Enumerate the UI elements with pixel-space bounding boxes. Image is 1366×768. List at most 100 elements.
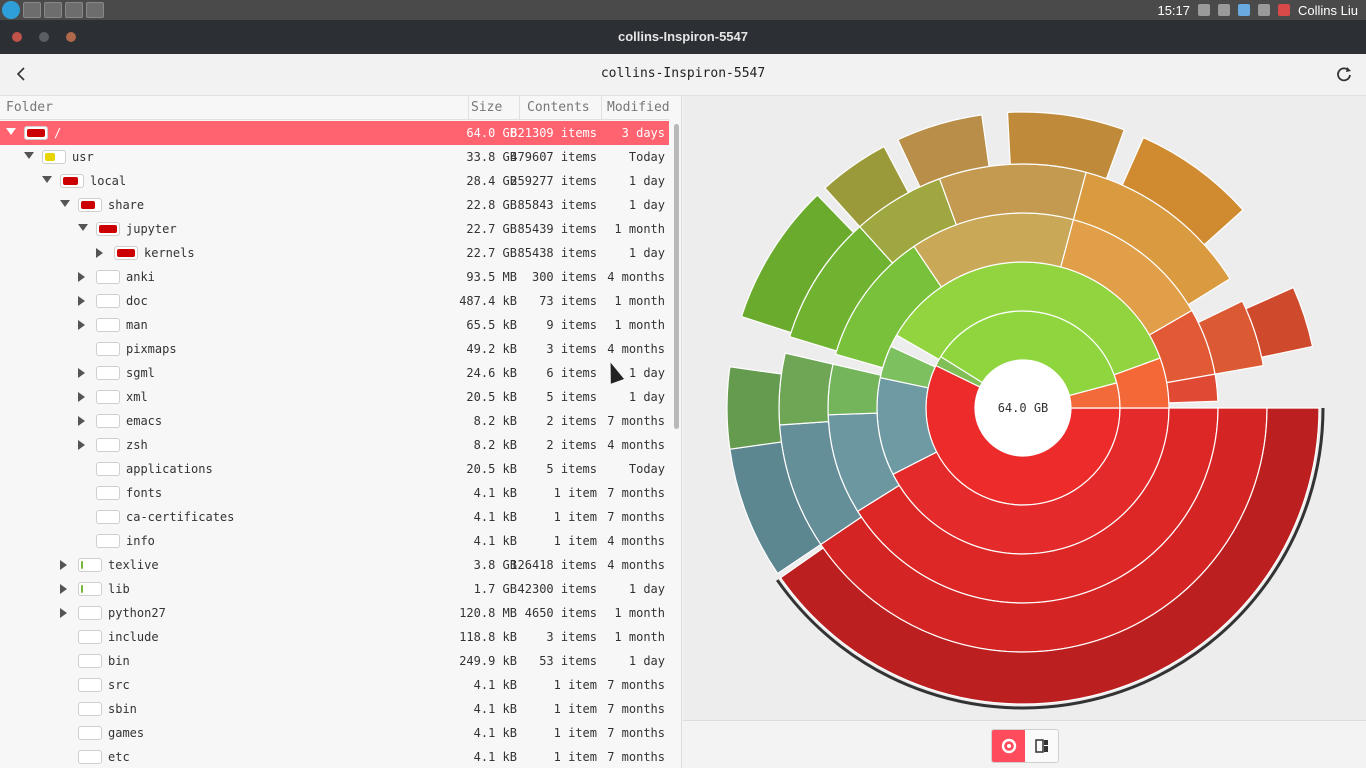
expander-closed-icon[interactable] [60,584,67,594]
expander-open-icon[interactable] [60,200,70,207]
ring-segment[interactable] [1006,111,1126,180]
column-modified[interactable]: Modified [607,100,670,115]
folder-row[interactable]: etc 4.1 kB 1 item 7 months [0,745,669,768]
taskbar-app-icon[interactable] [44,2,62,18]
user-name[interactable]: Collins Liu [1298,2,1358,18]
ring-chart-view-button[interactable] [992,730,1025,762]
ring-segment[interactable] [779,407,1320,705]
keyboard-icon[interactable] [1198,4,1211,16]
maximize-window-button[interactable] [66,32,76,42]
expander-closed-icon[interactable] [78,392,85,402]
size-swatch [60,174,84,188]
folder-modified: 1 day [628,174,665,188]
ring-chart[interactable]: 64.0 GB [683,96,1366,720]
folder-row[interactable]: fonts 4.1 kB 1 item 7 months [0,481,669,505]
back-button[interactable] [12,64,32,84]
refresh-button[interactable] [1334,64,1354,84]
minimize-window-button[interactable] [39,32,49,42]
folder-modified: 7 months [607,726,665,740]
folder-row[interactable]: ca-certificates 4.1 kB 1 item 7 months [0,505,669,529]
folder-row[interactable]: / 64.0 GB 821309 items 3 days [0,121,669,145]
folder-row[interactable]: kernels 22.7 GB 85438 items 1 day [0,241,669,265]
folder-row[interactable]: zsh 8.2 kB 2 items 4 months [0,433,669,457]
folder-row[interactable]: usr 33.8 GB 479607 items Today [0,145,669,169]
ring-segment[interactable] [1245,286,1314,358]
app-tray-icon[interactable] [1238,4,1251,16]
folder-row[interactable]: texlive 3.8 GB 126418 items 4 months [0,553,669,577]
folder-name: include [108,630,159,644]
expander-closed-icon[interactable] [78,416,85,426]
folder-row[interactable]: games 4.1 kB 1 item 7 months [0,721,669,745]
folder-modified: Today [628,150,665,164]
treemap-view-button[interactable] [1025,730,1058,762]
expander-closed-icon[interactable] [78,320,85,330]
column-contents[interactable]: Contents [527,100,590,115]
clock[interactable]: 15:17 [1157,2,1191,18]
launcher-icon[interactable] [2,1,20,19]
ring-segment[interactable] [778,352,834,426]
folder-modified: 4 months [607,342,665,356]
folder-row[interactable]: anki 93.5 MB 300 items 4 months [0,265,669,289]
taskbar-app-icon[interactable] [23,2,41,18]
folder-row[interactable]: doc 487.4 kB 73 items 1 month [0,289,669,313]
folder-row[interactable]: sgml 24.6 kB 6 items 1 day [0,361,669,385]
taskbar-app-icon[interactable] [65,2,83,18]
battery-icon[interactable] [1278,4,1291,16]
ring-segment[interactable] [827,363,882,416]
size-swatch [96,294,120,308]
folder-row[interactable]: man 65.5 kB 9 items 1 month [0,313,669,337]
folder-modified: 4 months [607,534,665,548]
ring-segment[interactable] [1166,373,1219,404]
folder-contents: 259277 items [510,174,597,188]
folder-row[interactable]: python27 120.8 MB 4650 items 1 month [0,601,669,625]
folder-modified: 1 day [628,390,665,404]
folder-row[interactable]: share 22.8 GB 85843 items 1 day [0,193,669,217]
folder-tree-panel: Folder Size Contents Modified / 64.0 GB 82… [0,96,682,768]
column-size[interactable]: Size [471,100,503,115]
expander-open-icon[interactable] [24,152,34,159]
folder-row[interactable]: include 118.8 kB 3 items 1 month [0,625,669,649]
folder-name: pixmaps [126,342,177,356]
folder-row[interactable]: info 4.1 kB 1 item 4 months [0,529,669,553]
folder-row[interactable]: lib 1.7 GB 42300 items 1 day [0,577,669,601]
close-window-button[interactable] [12,32,22,42]
folder-row[interactable]: applications 20.5 kB 5 items Today [0,457,669,481]
ring-segment[interactable] [897,114,990,188]
expander-open-icon[interactable] [42,176,52,183]
taskbar-terminal-icon[interactable] [86,2,104,18]
expander-closed-icon[interactable] [78,440,85,450]
folder-row[interactable]: src 4.1 kB 1 item 7 months [0,673,669,697]
size-swatch [96,390,120,404]
folder-row[interactable]: local 28.4 GB 259277 items 1 day [0,169,669,193]
column-folder[interactable]: Folder [6,100,53,115]
folder-row[interactable]: bin 249.9 kB 53 items 1 day [0,649,669,673]
folder-row[interactable]: emacs 8.2 kB 2 items 7 months [0,409,669,433]
bluetooth-icon[interactable] [1218,4,1231,16]
expander-open-icon[interactable] [78,224,88,231]
expander-closed-icon[interactable] [78,368,85,378]
folder-size: 8.2 kB [473,414,517,428]
folder-contents: 6 items [546,366,597,380]
expander-closed-icon[interactable] [96,248,103,258]
ring-segment[interactable] [740,194,855,334]
wifi-icon[interactable] [1258,4,1271,16]
size-swatch [96,222,120,236]
folder-row[interactable]: jupyter 22.7 GB 85439 items 1 month [0,217,669,241]
size-swatch [78,750,102,764]
folder-size: 120.8 MB [459,606,517,620]
ring-center[interactable] [975,360,1071,456]
expander-closed-icon[interactable] [60,608,67,618]
folder-size: 49.2 kB [466,342,517,356]
scrollbar[interactable] [674,124,679,429]
ring-segment[interactable] [726,366,783,450]
expander-closed-icon[interactable] [60,560,67,570]
folder-row[interactable]: sbin 4.1 kB 1 item 7 months [0,697,669,721]
folder-row[interactable]: pixmaps 49.2 kB 3 items 4 months [0,337,669,361]
ring-segment[interactable] [824,145,910,228]
expander-closed-icon[interactable] [78,272,85,282]
ring-segment[interactable] [1121,136,1244,246]
folder-row[interactable]: xml 20.5 kB 5 items 1 day [0,385,669,409]
folder-modified: 1 day [628,366,665,380]
expander-closed-icon[interactable] [78,296,85,306]
expander-open-icon[interactable] [6,128,16,135]
